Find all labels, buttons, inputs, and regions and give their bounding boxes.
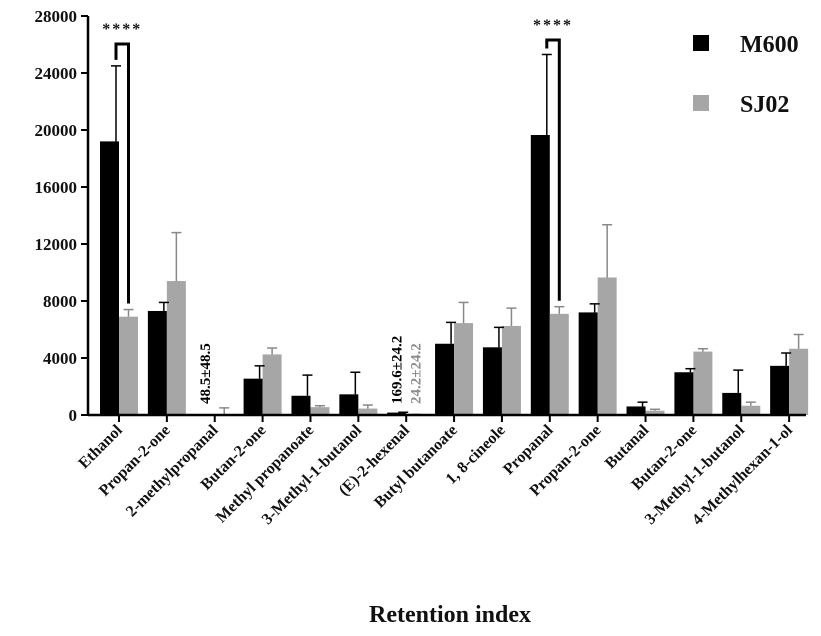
bar-m600-10 — [578, 312, 598, 415]
legend-label-m600: M600 — [740, 32, 799, 58]
legend-swatch-m600 — [693, 35, 709, 51]
significance-label-0: **** — [102, 21, 142, 38]
bar-sj02-0 — [119, 316, 138, 415]
bar-sj02-4 — [310, 407, 330, 415]
bar-m600-12 — [674, 372, 694, 415]
bar-sj02-11 — [645, 410, 665, 415]
y-tick-label-2: 8000 — [43, 292, 77, 311]
significance-bracket-0 — [114, 42, 130, 304]
significance-label-1: **** — [533, 17, 573, 34]
y-tick-label-4: 16000 — [35, 178, 78, 197]
bar-sj02-3 — [262, 354, 282, 415]
bar-sj02-9 — [549, 313, 569, 415]
bar-sj02-13 — [741, 405, 761, 415]
bar-sj02-5 — [358, 408, 378, 415]
y-tick-label-3: 12000 — [35, 235, 78, 254]
bar-m600-1 — [147, 310, 167, 415]
bar-m600-11 — [626, 406, 646, 415]
axes-layer: 0400080001200016000200002400028000Ethano… — [35, 7, 806, 529]
significance-bracket-1 — [545, 38, 561, 301]
bars-layer — [100, 134, 809, 416]
bar-sj02-7 — [454, 323, 474, 415]
value-annotation-2: 24.2±24.2 — [409, 343, 425, 404]
error-bars-layer — [111, 53, 804, 416]
y-tick-label-1: 4000 — [43, 349, 77, 368]
value-annotation-1: 169.6±24.2 — [390, 336, 406, 404]
bar-m600-0 — [100, 141, 119, 415]
y-tick-label-7: 28000 — [35, 7, 78, 26]
bar-m600-4 — [291, 395, 311, 415]
bar-m600-9 — [530, 134, 550, 416]
bar-sj02-12 — [693, 351, 713, 415]
bar-m600-7 — [435, 343, 455, 415]
y-tick-label-0: 0 — [69, 406, 78, 425]
x-tick-label-7: Butyl butanoate — [371, 422, 461, 512]
value-annotation-0: 48.5±48.5 — [198, 343, 214, 404]
legend: M600 SJ02 — [693, 32, 799, 118]
legend-label-sj02: SJ02 — [740, 92, 789, 118]
y-tick-label-6: 24000 — [35, 64, 78, 83]
bar-m600-8 — [482, 347, 502, 415]
bar-sj02-8 — [501, 325, 521, 415]
bar-m600-5 — [339, 394, 359, 415]
legend-swatch-sj02 — [693, 95, 709, 111]
bar-m600-3 — [243, 378, 263, 415]
bar-m600-13 — [722, 392, 742, 415]
y-tick-label-5: 20000 — [35, 121, 78, 140]
bar-sj02-1 — [166, 281, 186, 415]
annotations-layer: **** **** 48.5±48.5 169.6±24.2 24.2±24.2 — [102, 17, 573, 404]
bar-m600-14 — [770, 365, 790, 415]
bar-sj02-10 — [597, 277, 617, 415]
bar-sj02-14 — [789, 348, 809, 415]
x-axis-title: Retention index — [369, 602, 531, 628]
